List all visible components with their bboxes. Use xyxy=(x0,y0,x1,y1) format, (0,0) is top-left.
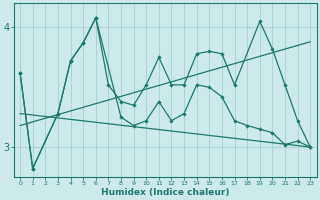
X-axis label: Humidex (Indice chaleur): Humidex (Indice chaleur) xyxy=(101,188,229,197)
